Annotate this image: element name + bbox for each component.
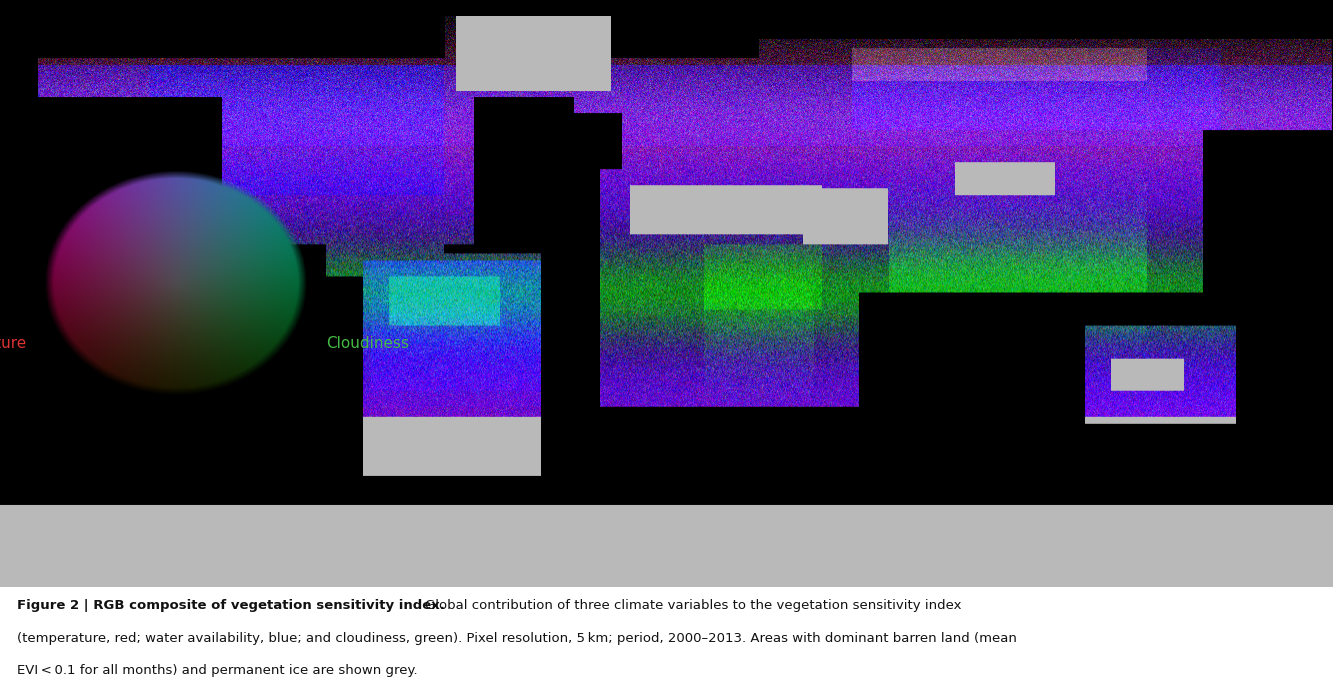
Text: (temperature, red; water availability, blue; and cloudiness, green). Pixel resol: (temperature, red; water availability, b… [17,632,1017,645]
Text: Global contribution of three climate variables to the vegetation sensitivity ind: Global contribution of three climate var… [17,599,962,612]
Text: Figure 2 | RGB composite of vegetation sensitivity index.: Figure 2 | RGB composite of vegetation s… [17,599,445,612]
Text: EVI < 0.1 for all months) and permanent ice are shown grey.: EVI < 0.1 for all months) and permanent … [17,664,419,677]
Text: Cloudiness: Cloudiness [325,336,409,351]
Text: Water: Water [153,257,199,272]
Text: Temperature: Temperature [0,336,27,351]
